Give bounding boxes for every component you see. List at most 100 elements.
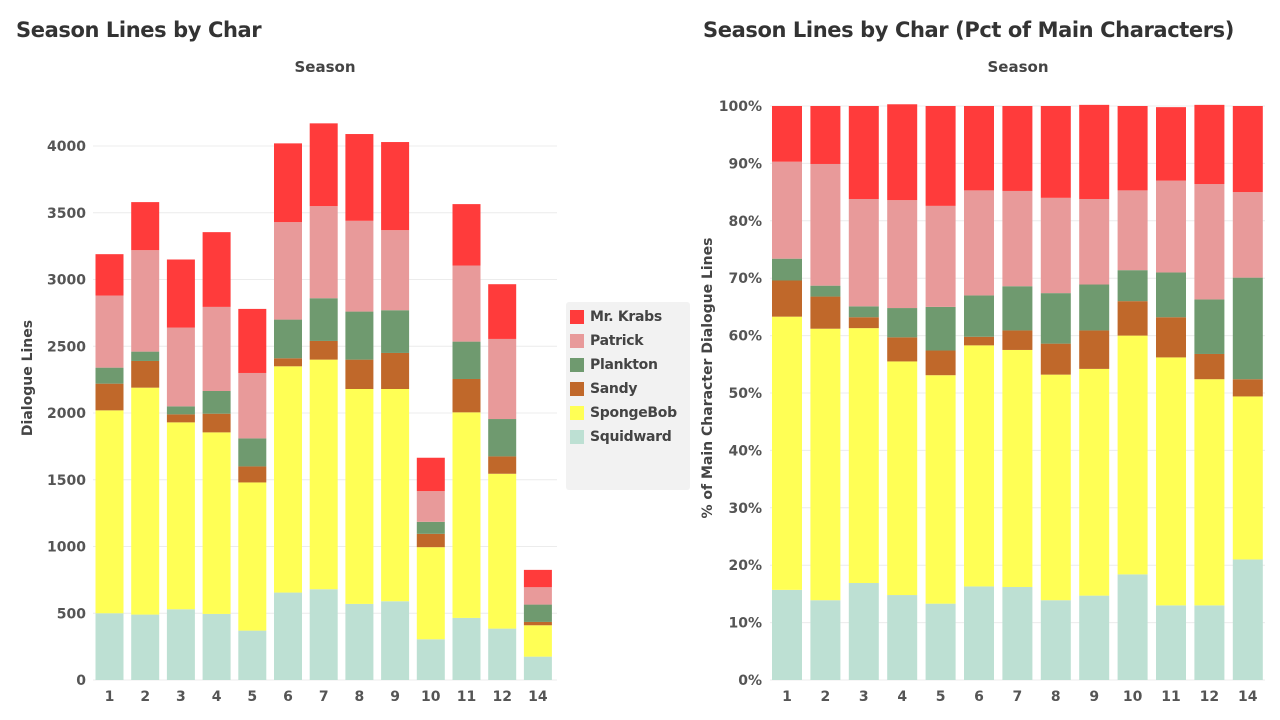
right-bar-plankton-season-3 (848, 306, 879, 318)
legend-item-mr-krabs[interactable]: Mr. Krabs (566, 305, 690, 329)
right-bar-sandy-season-11 (1156, 317, 1186, 358)
left-bar-plankton-season-4 (202, 390, 231, 414)
right-bar-patrick-season-5 (925, 205, 956, 307)
left-x-tick-label: 5 (247, 689, 257, 705)
right-bar-sandy-season-10 (1117, 301, 1148, 336)
right-bar-squidward-season-8 (1040, 600, 1071, 680)
left-bar-sandy-season-9 (381, 352, 410, 389)
right-bar-plankton-season-11 (1156, 272, 1186, 318)
left-bar-patrick-season-8 (345, 220, 374, 312)
left-bar-plankton-season-14 (523, 604, 552, 622)
left-bar-mr-krabs-season-6 (274, 143, 302, 223)
left-bar-sandy-season-2 (131, 360, 160, 388)
right-bar-squidward-season-5 (925, 603, 956, 680)
right-bar-plankton-season-8 (1040, 293, 1071, 344)
right-bar-patrick-season-2 (810, 163, 841, 286)
left-bar-mr-krabs-season-9 (381, 142, 410, 231)
right-bar-mr-krabs-season-14 (1232, 106, 1263, 193)
right-bar-patrick-season-12 (1194, 184, 1225, 300)
left-bar-squidward-season-6 (274, 592, 302, 680)
left-bar-plankton-season-6 (274, 319, 302, 359)
right-x-tick-label: 1 (782, 689, 792, 705)
left-x-tick-label: 1 (105, 689, 115, 705)
left-bar-squidward-season-14 (523, 656, 552, 680)
left-bar-mr-krabs-season-14 (523, 569, 552, 588)
right-x-tick-label: 4 (897, 689, 907, 705)
right-bar-spongebob-season-6 (964, 345, 994, 587)
right-bar-spongebob-season-2 (810, 328, 841, 601)
left-bar-spongebob-season-9 (381, 388, 410, 602)
right-bar-plankton-season-1 (772, 258, 802, 281)
left-bar-mr-krabs-season-12 (488, 284, 517, 339)
legend-item-plankton[interactable]: Plankton (566, 353, 690, 377)
right-x-tick-label: 9 (1089, 689, 1099, 705)
right-bar-sandy-season-5 (925, 350, 956, 376)
right-y-tick-label: 90% (728, 156, 762, 172)
right-x-tick-label: 7 (1013, 689, 1023, 705)
right-bar-mr-krabs-season-10 (1117, 106, 1148, 191)
left-bar-sandy-season-14 (523, 621, 552, 626)
right-y-tick-label: 0% (738, 673, 762, 689)
right-bar-mr-krabs-season-9 (1079, 104, 1110, 199)
chart-title-right: Season Lines by Char (Pct of Main Charac… (703, 18, 1234, 42)
left-y-tick-label: 4000 (47, 139, 86, 155)
right-y-tick-label: 100% (719, 99, 762, 115)
right-bar-sandy-season-9 (1079, 330, 1110, 369)
right-bar-plankton-season-5 (925, 306, 956, 351)
left-x-tick-label: 12 (492, 689, 511, 705)
right-x-tick-label: 10 (1123, 689, 1143, 705)
right-x-axis-title: Season (987, 58, 1048, 76)
right-bar-spongebob-season-10 (1117, 335, 1148, 575)
left-bar-mr-krabs-season-7 (309, 123, 338, 207)
right-bar-spongebob-season-11 (1156, 357, 1186, 606)
left-bar-plankton-season-7 (309, 298, 338, 341)
legend-item-squidward[interactable]: Squidward (566, 425, 690, 449)
right-bar-spongebob-season-14 (1232, 396, 1263, 560)
left-bar-patrick-season-7 (309, 206, 338, 299)
right-bar-plankton-season-2 (810, 285, 841, 297)
right-bar-mr-krabs-season-5 (925, 106, 956, 206)
right-bar-mr-krabs-season-8 (1040, 106, 1071, 198)
left-bar-sandy-season-4 (202, 413, 231, 433)
legend-item-spongebob[interactable]: SpongeBob (566, 401, 690, 425)
left-x-tick-label: 8 (355, 689, 365, 705)
right-x-tick-label: 11 (1161, 689, 1180, 705)
right-bar-mr-krabs-season-11 (1156, 107, 1186, 181)
left-bar-mr-krabs-season-11 (452, 204, 481, 266)
left-y-tick-label: 3500 (47, 206, 86, 222)
right-bar-patrick-season-11 (1156, 180, 1186, 273)
right-bar-squidward-season-12 (1194, 605, 1225, 680)
left-x-tick-label: 6 (283, 689, 293, 705)
right-bar-squidward-season-10 (1117, 574, 1148, 680)
left-bar-mr-krabs-season-1 (95, 254, 124, 296)
legend-label-sandy: Sandy (590, 381, 638, 397)
left-x-tick-label: 7 (319, 689, 329, 705)
right-bar-mr-krabs-season-12 (1194, 104, 1225, 185)
left-bar-spongebob-season-11 (452, 412, 481, 618)
right-bar-patrick-season-1 (772, 161, 802, 259)
left-bar-sandy-season-10 (416, 533, 445, 548)
right-bar-squidward-season-9 (1079, 595, 1110, 680)
left-bar-squidward-season-9 (381, 601, 410, 680)
left-bar-spongebob-season-4 (202, 432, 231, 614)
right-bar-patrick-season-7 (1002, 190, 1033, 287)
left-bar-patrick-season-9 (381, 230, 410, 311)
legend-item-sandy[interactable]: Sandy (566, 377, 690, 401)
right-bar-sandy-season-3 (848, 317, 879, 329)
right-bar-patrick-season-3 (848, 198, 879, 307)
left-bar-plankton-season-12 (488, 419, 517, 457)
left-x-tick-label: 3 (176, 689, 186, 705)
left-bar-spongebob-season-14 (523, 625, 552, 657)
right-bar-patrick-season-8 (1040, 197, 1071, 294)
left-bar-plankton-season-8 (345, 311, 374, 360)
legend-swatch-patrick (570, 334, 584, 348)
right-y-tick-label: 80% (728, 214, 762, 230)
legend-label-mr-krabs: Mr. Krabs (590, 309, 662, 325)
left-x-tick-label: 10 (421, 689, 441, 705)
right-bar-sandy-season-2 (810, 296, 841, 329)
right-bar-squidward-season-1 (772, 589, 802, 680)
left-bar-mr-krabs-season-5 (238, 308, 267, 373)
right-y-tick-label: 70% (728, 271, 762, 287)
legend-item-patrick[interactable]: Patrick (566, 329, 690, 353)
right-bar-plankton-season-6 (964, 295, 994, 337)
